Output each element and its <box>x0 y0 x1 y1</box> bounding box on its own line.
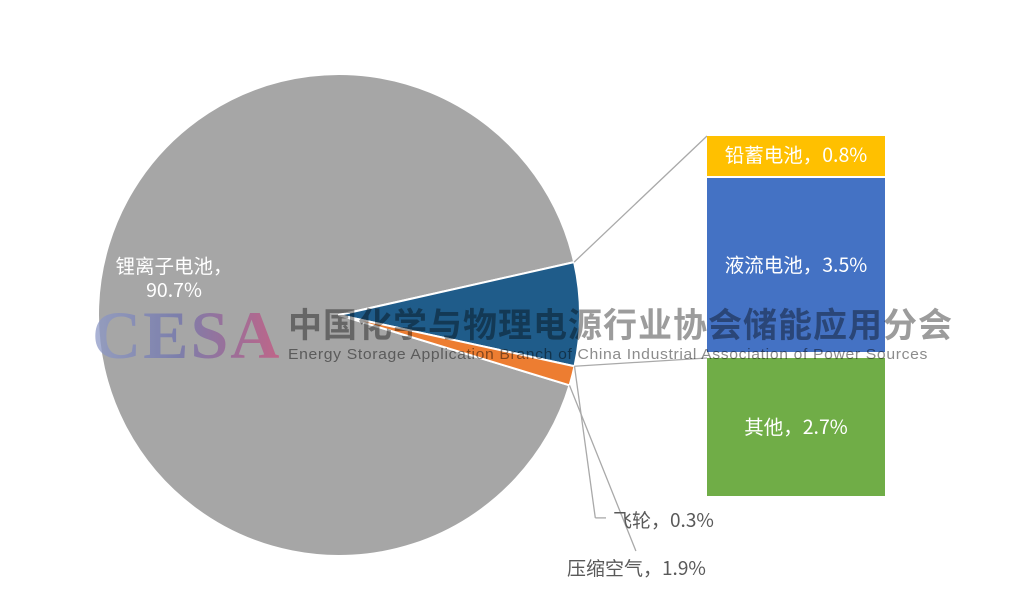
svg-text:液流电池，3.5%: 液流电池，3.5% <box>725 249 868 278</box>
svg-text:铅蓄电池，0.8%: 铅蓄电池，0.8% <box>725 139 868 168</box>
svg-text:其他，2.7%: 其他，2.7% <box>744 411 848 440</box>
svg-text:中国化学与物理电源行业协会储能应用分会: 中国化学与物理电源行业协会储能应用分会 <box>288 298 953 347</box>
svg-text:压缩空气，1.9%: 压缩空气，1.9% <box>567 554 706 581</box>
svg-text:Energy Storage Application Bra: Energy Storage Application Branch of Chi… <box>288 346 928 363</box>
svg-text:飞轮，0.3%: 飞轮，0.3% <box>613 506 714 533</box>
svg-text:CESA: CESA <box>92 297 281 373</box>
